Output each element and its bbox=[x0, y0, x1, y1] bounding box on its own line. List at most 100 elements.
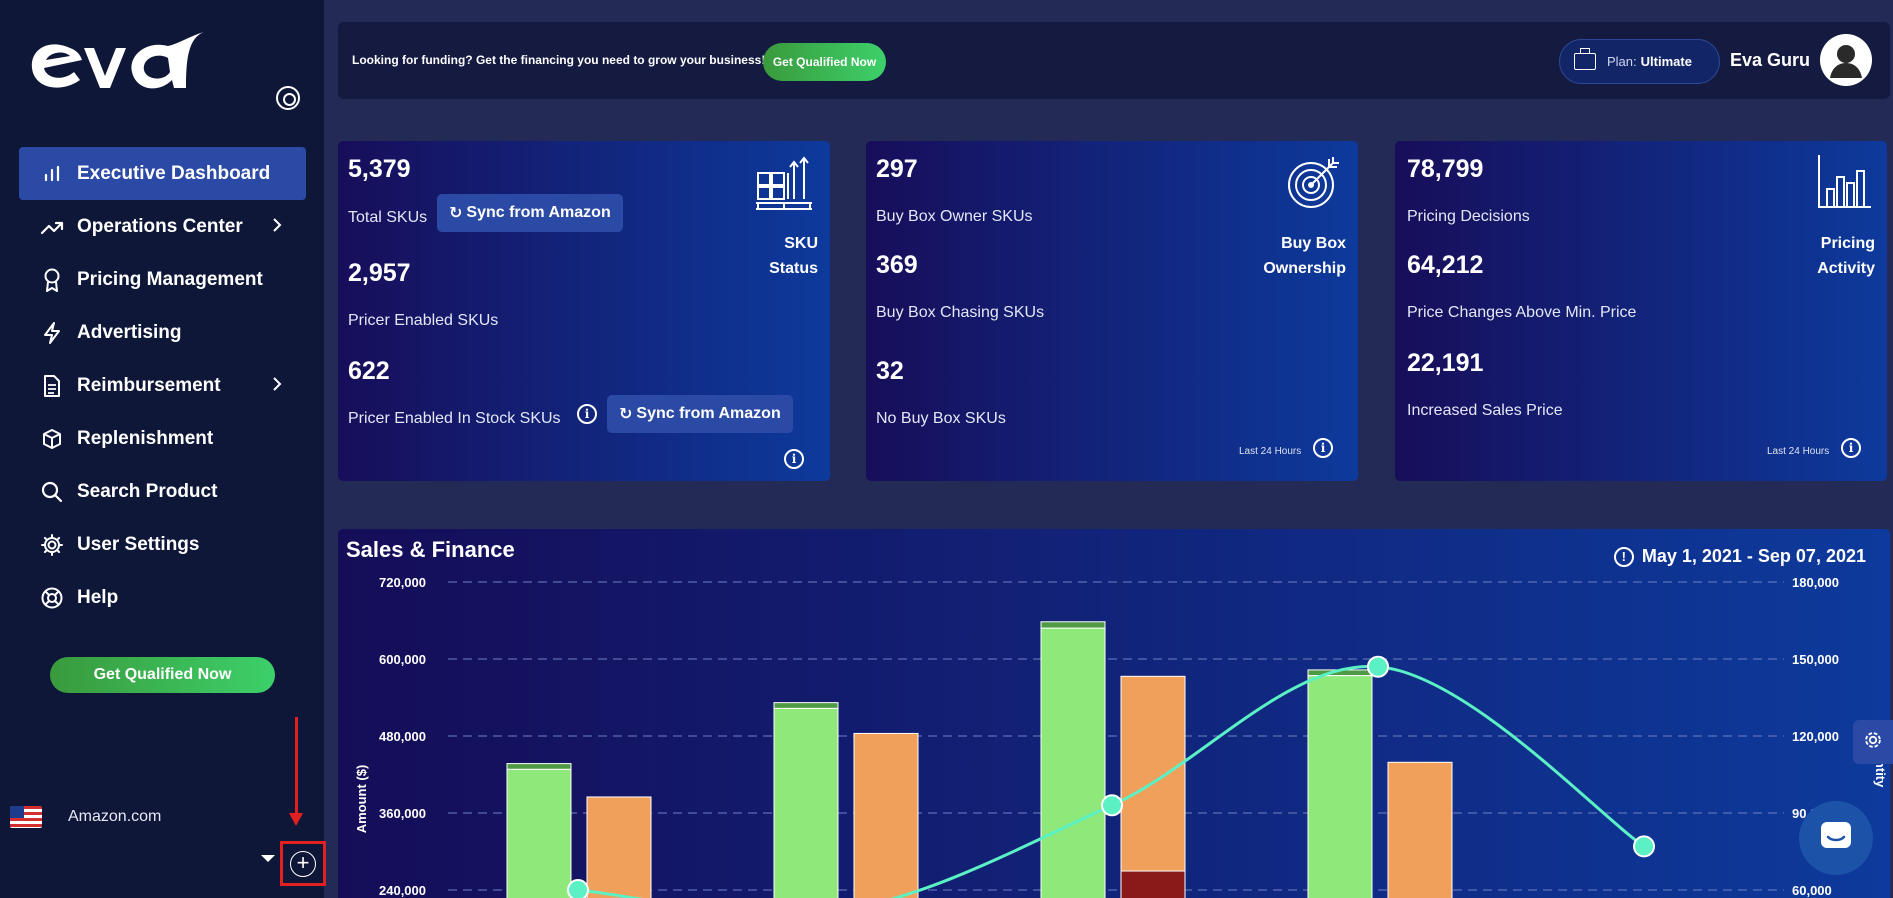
caret-down-icon[interactable] bbox=[261, 855, 275, 862]
buy-box-owner-value: 297 bbox=[876, 155, 918, 183]
period-label: Last 24 Hours bbox=[1767, 446, 1830, 457]
sync-from-amazon-button[interactable]: ↻ Sync from Amazon bbox=[437, 194, 623, 232]
chevron-right-icon bbox=[272, 217, 282, 239]
increased-price-value: 22,191 bbox=[1407, 349, 1484, 377]
sku-status-title: SKU Status bbox=[769, 235, 818, 277]
sync-label: Sync from Amazon bbox=[466, 204, 611, 221]
left-tick-label: 360,000 bbox=[379, 806, 426, 821]
add-marketplace-highlight[interactable]: + bbox=[280, 841, 326, 886]
avatar[interactable] bbox=[1820, 34, 1872, 86]
nav-label: Operations Center bbox=[77, 215, 243, 237]
info-icon[interactable]: i bbox=[577, 404, 597, 424]
price-changes-label: Price Changes Above Min. Price bbox=[1407, 304, 1637, 321]
period-label: Last 24 Hours bbox=[1239, 446, 1302, 457]
costs-bar bbox=[1387, 761, 1453, 898]
info-icon[interactable]: i bbox=[784, 449, 804, 469]
increased-price-label: Increased Sales Price bbox=[1407, 402, 1563, 419]
plan-name: Ultimate bbox=[1640, 54, 1692, 69]
quantity-point bbox=[1101, 794, 1123, 817]
nav-user-settings[interactable]: User Settings bbox=[19, 518, 306, 571]
banner-get-qualified-button[interactable]: Get Qualified Now bbox=[763, 43, 886, 81]
nav-search-product[interactable]: Search Product bbox=[19, 465, 306, 518]
gear-icon bbox=[1862, 729, 1884, 756]
sales-bar bbox=[1307, 675, 1373, 898]
right-tick-label: 180,000 bbox=[1792, 575, 1839, 590]
sales-finance-title: Sales & Finance bbox=[346, 537, 515, 562]
sidebar: Executive Dashboard Operations Center Pr… bbox=[0, 0, 326, 898]
bar-chart-icon bbox=[1815, 153, 1873, 216]
info-icon[interactable]: i bbox=[1313, 438, 1333, 458]
nav-label: Advertising bbox=[77, 321, 182, 343]
sales-bar bbox=[1040, 627, 1106, 898]
total-skus-value: 5,379 bbox=[348, 155, 411, 183]
user-name[interactable]: Eva Guru bbox=[1730, 50, 1811, 70]
date-range[interactable]: ! May 1, 2021 - Sep 07, 2021 bbox=[1613, 546, 1866, 567]
search-icon bbox=[39, 479, 65, 505]
sales-bar-top bbox=[1040, 621, 1106, 629]
funding-banner: Looking for funding? Get the financing y… bbox=[338, 22, 1890, 99]
costs-bar bbox=[853, 732, 919, 898]
nav-reimbursement[interactable]: Reimbursement bbox=[19, 359, 306, 412]
right-tick-label: 60,000 bbox=[1792, 883, 1832, 898]
price-changes-value: 64,212 bbox=[1407, 251, 1484, 279]
info-icon[interactable]: i bbox=[1841, 438, 1861, 458]
nav-replenishment[interactable]: Replenishment bbox=[19, 412, 306, 465]
eva-logo[interactable] bbox=[28, 30, 204, 107]
get-qualified-button[interactable]: Get Qualified Now bbox=[50, 657, 275, 693]
buy-box-chasing-value: 369 bbox=[876, 251, 918, 279]
sync-from-amazon-button-2[interactable]: ↻ Sync from Amazon bbox=[607, 395, 793, 433]
nav-label: Replenishment bbox=[77, 427, 214, 449]
left-tick-label: 480,000 bbox=[379, 729, 426, 744]
nav-help[interactable]: Help bbox=[19, 571, 306, 624]
bar-chart-icon bbox=[39, 161, 65, 187]
in-stock-value: 622 bbox=[348, 357, 390, 385]
left-tick-label: 720,000 bbox=[379, 575, 426, 590]
sidebar-toggle[interactable] bbox=[276, 86, 300, 110]
pricing-activity-card: 78,799 Pricing Decisions 64,212 Price Ch… bbox=[1395, 141, 1887, 481]
total-skus-label: Total SKUs bbox=[348, 209, 428, 226]
nav-pricing-management[interactable]: Pricing Management bbox=[19, 253, 306, 306]
nav-label: Pricing Management bbox=[77, 268, 263, 290]
buy-box-owner-label: Buy Box Owner SKUs bbox=[876, 208, 1033, 225]
costs-bar bbox=[586, 796, 652, 898]
sales-finance-chart: 720,000 180,000 600,000 150,000 480,000 120,0… bbox=[354, 575, 1888, 898]
right-tick-label: 120,000 bbox=[1792, 729, 1839, 744]
pricer-enabled-label: Pricer Enabled SKUs bbox=[348, 312, 499, 329]
date-range-label: May 1, 2021 - Sep 07, 2021 bbox=[1641, 546, 1866, 566]
target-icon bbox=[1285, 153, 1343, 216]
quantity-line bbox=[577, 665, 1645, 898]
left-tick-label: 600,000 bbox=[379, 652, 426, 667]
banner-text: Looking for funding? Get the financing y… bbox=[352, 53, 766, 67]
briefcase-icon bbox=[1574, 48, 1596, 70]
nav-label: Search Product bbox=[77, 480, 218, 502]
sku-status-card: 5,379 Total SKUs ↻ Sync from Amazon 2,95… bbox=[338, 141, 830, 481]
lifebuoy-icon bbox=[39, 585, 65, 611]
quantity-point bbox=[567, 879, 589, 898]
nav-label: Help bbox=[77, 586, 119, 608]
nav-label: Reimbursement bbox=[77, 374, 221, 396]
nav-operations-center[interactable]: Operations Center bbox=[19, 200, 306, 253]
quantity-point bbox=[1633, 835, 1655, 858]
sales-bar bbox=[773, 707, 839, 898]
nav-advertising[interactable]: Advertising bbox=[19, 306, 306, 359]
y-axis-label: Amount ($) bbox=[354, 765, 369, 834]
lightning-icon bbox=[39, 320, 65, 346]
chat-button[interactable] bbox=[1799, 801, 1873, 875]
sales-bar-top bbox=[773, 702, 839, 709]
marketplace-label: Amazon.com bbox=[68, 808, 162, 825]
settings-fab[interactable] bbox=[1853, 720, 1893, 764]
chat-icon bbox=[1819, 820, 1853, 857]
plan-badge[interactable]: Plan: Ultimate bbox=[1559, 39, 1720, 84]
us-flag-icon bbox=[10, 806, 42, 828]
document-icon bbox=[39, 373, 65, 399]
nav-executive-dashboard[interactable]: Executive Dashboard bbox=[19, 147, 306, 200]
costs-bar bbox=[1120, 675, 1186, 898]
marketplace-selector[interactable]: Amazon.com bbox=[10, 806, 161, 828]
plan-prefix: Plan: bbox=[1607, 54, 1637, 69]
chevron-right-icon bbox=[272, 376, 282, 398]
sales-bar-top bbox=[506, 763, 572, 770]
warehouse-icon bbox=[754, 153, 816, 220]
sync-icon: ↻ bbox=[619, 406, 633, 423]
trending-up-icon bbox=[39, 214, 65, 240]
no-buy-box-value: 32 bbox=[876, 357, 904, 385]
